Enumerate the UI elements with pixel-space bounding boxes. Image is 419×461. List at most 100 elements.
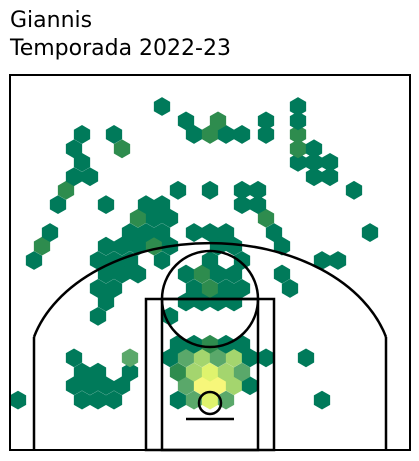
hexbin-30 — [193, 348, 211, 368]
hexbin-21 — [169, 362, 187, 382]
hexbin-111 — [289, 152, 307, 172]
hexbin-130 — [153, 97, 171, 116]
hexbin-68 — [201, 251, 219, 270]
hexbin-18 — [73, 362, 91, 382]
hexbin-105 — [345, 180, 363, 200]
hexbin-95 — [97, 195, 115, 215]
hexbin-46 — [209, 292, 227, 312]
hexbin-83 — [137, 223, 155, 242]
hexbin-48 — [89, 279, 107, 298]
hexbin-31 — [209, 348, 227, 368]
hexbin-84 — [153, 223, 171, 242]
hexbin-32 — [225, 348, 243, 368]
hexbin-44 — [177, 292, 195, 312]
hexbin-56 — [113, 264, 131, 284]
hexbin-19 — [89, 362, 107, 382]
hexbin-72 — [33, 236, 51, 256]
hexbin-42 — [161, 306, 179, 326]
hexbin-103 — [233, 180, 251, 200]
hexbin-66 — [121, 251, 139, 270]
hexbin-50 — [185, 279, 203, 298]
hexbin-108 — [305, 167, 323, 187]
hexbin-34 — [257, 348, 275, 368]
hexbin-97 — [153, 195, 171, 215]
hexbin-104 — [249, 180, 267, 200]
hexbin-59 — [193, 264, 211, 284]
rim — [197, 390, 223, 416]
hexbin-57 — [129, 264, 147, 284]
hexbin-55 — [97, 264, 115, 284]
hexbin-119 — [105, 125, 123, 144]
court-lines — [9, 74, 411, 452]
chart-title: Giannis — [10, 8, 93, 33]
hexbin-layer — [9, 97, 379, 410]
hexbin-118 — [73, 125, 91, 144]
hexbin-114 — [65, 139, 83, 159]
hexbin-112 — [305, 152, 323, 172]
hexbin-45 — [193, 292, 211, 312]
hexbin-87 — [217, 223, 235, 242]
hexbin-40 — [233, 334, 251, 354]
hexbin-70 — [313, 251, 331, 270]
hexbin-124 — [257, 125, 275, 144]
hexbin-117 — [305, 139, 323, 159]
hexbin-91 — [145, 208, 163, 228]
hexbin-79 — [225, 236, 243, 256]
hexbin-122 — [217, 125, 235, 144]
hexbin-41 — [89, 306, 107, 326]
hexbin-73 — [97, 236, 115, 256]
hexbin-11 — [97, 376, 115, 396]
hexbin-89 — [361, 223, 379, 242]
hexbin-67 — [153, 251, 171, 270]
hexbin-4 — [169, 390, 187, 410]
hexbin-62 — [273, 264, 291, 284]
hexbin-54 — [281, 279, 299, 298]
hexbin-52 — [217, 279, 235, 298]
hexbin-22 — [185, 362, 203, 382]
hexbin-116 — [289, 139, 307, 159]
hexbin-63 — [25, 251, 43, 270]
hexbin-99 — [249, 195, 267, 215]
hexbin-14 — [193, 376, 211, 396]
hexbin-1 — [73, 390, 91, 410]
hexbin-126 — [177, 111, 195, 131]
hexbin-98 — [233, 195, 251, 215]
hexbin-96 — [137, 195, 155, 215]
hexbin-115 — [113, 139, 131, 159]
hexbin-51 — [201, 279, 219, 298]
hexbin-81 — [41, 223, 59, 242]
hexbin-20 — [121, 362, 139, 382]
hexbin-29 — [177, 348, 195, 368]
hexbin-69 — [233, 251, 251, 270]
hexbin-74 — [113, 236, 131, 256]
hexbin-36 — [169, 334, 187, 354]
hexbin-129 — [289, 111, 307, 131]
hexbin-88 — [265, 223, 283, 242]
hexbin-33 — [241, 348, 259, 368]
hexbin-100 — [57, 180, 75, 200]
hexbin-107 — [81, 167, 99, 187]
hexbin-23 — [201, 362, 219, 382]
hexbin-128 — [257, 111, 275, 131]
hexbin-113 — [321, 152, 339, 172]
hexbin-47 — [225, 292, 243, 312]
hexbin-15 — [209, 376, 227, 396]
hexbin-26 — [65, 348, 83, 368]
hexbin-28 — [161, 348, 179, 368]
hexbin-53 — [233, 279, 251, 298]
hexbin-85 — [185, 223, 203, 242]
hexbin-131 — [289, 97, 307, 116]
hexbin-58 — [177, 264, 195, 284]
hexbin-8 — [313, 390, 331, 410]
hexbin-71 — [329, 251, 347, 270]
hexbin-123 — [233, 125, 251, 144]
hexbin-43 — [97, 292, 115, 312]
hexbin-3 — [105, 390, 123, 410]
hexbin-125 — [289, 125, 307, 144]
hexbin-64 — [89, 251, 107, 270]
hexbin-106 — [65, 167, 83, 187]
hexbin-49 — [105, 279, 123, 298]
hexbin-10 — [81, 376, 99, 396]
hexbin-13 — [177, 376, 195, 396]
hexbin-65 — [105, 251, 123, 270]
